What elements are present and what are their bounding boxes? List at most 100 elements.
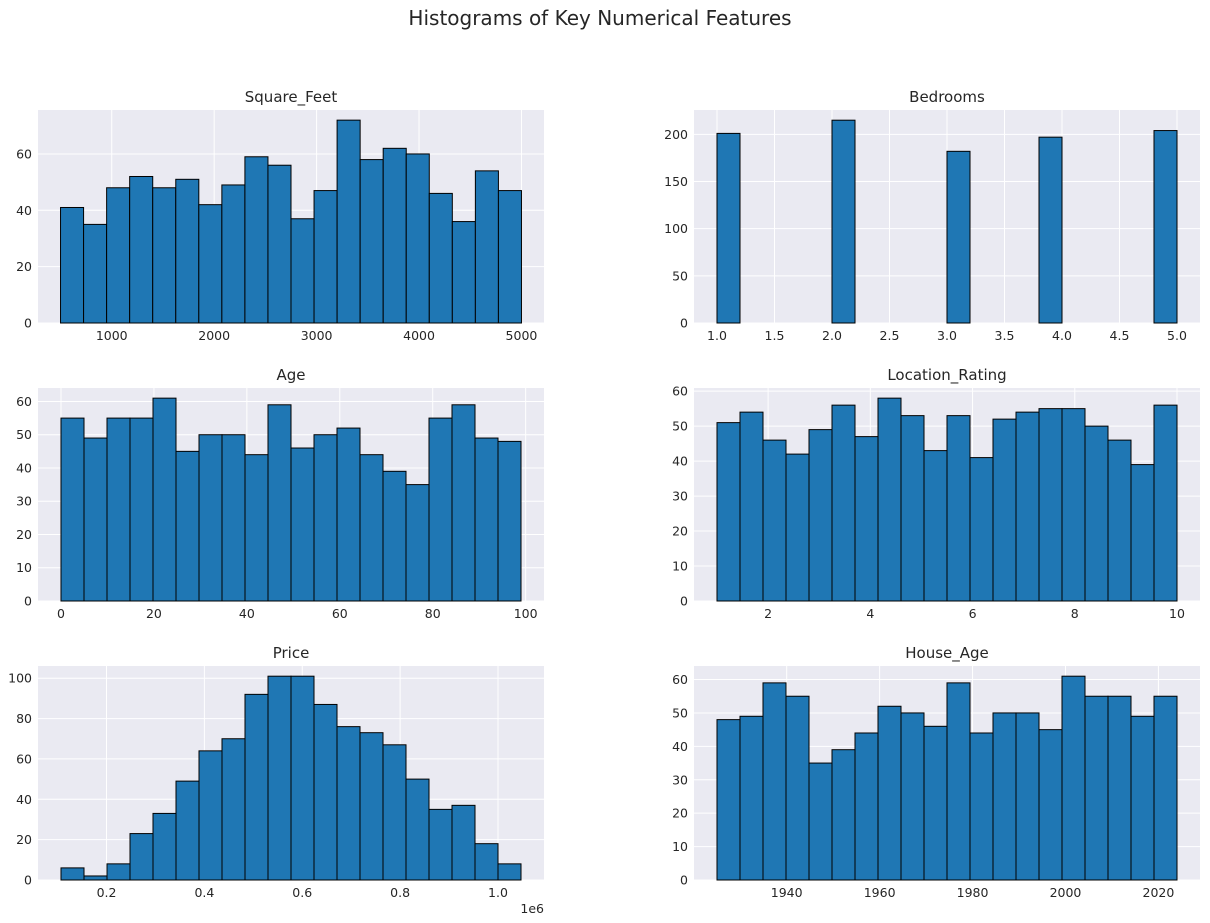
x-tick-label: 2000: [1050, 885, 1082, 900]
histogram-bar: [244, 693, 269, 881]
histogram-bar: [1038, 729, 1063, 881]
y-tick-label: 10: [672, 559, 688, 574]
subplot-square-feet: 1000 2000 3000 4000 5000 0 20 40 60 Square_Feet: [16, 88, 544, 343]
x-tick-label: 1940: [771, 885, 803, 900]
histogram-bar: [267, 164, 292, 324]
histogram-bar: [992, 418, 1017, 602]
histogram-bar: [451, 221, 476, 324]
histogram-bar: [716, 132, 741, 324]
histogram-bar: [60, 206, 85, 324]
histogram-bar: [1038, 408, 1063, 602]
histogram-bar: [946, 415, 971, 602]
subplot-age: 0 20 40 60 80 100 0 10 20 30 40 50 60 Age: [16, 366, 544, 621]
histogram-bar: [152, 397, 177, 602]
histogram-bar: [313, 703, 338, 881]
histogram-bar: [382, 147, 407, 324]
histogram-bar: [106, 863, 131, 881]
histogram-bar: [267, 404, 292, 602]
histogram-bar: [1107, 439, 1132, 602]
histogram-bar: [1084, 695, 1109, 881]
figure-title: Histograms of Key Numerical Features: [408, 6, 791, 30]
histogram-bar: [1153, 130, 1178, 324]
y-tick-label: 10: [672, 839, 688, 854]
y-tick-label: 20: [16, 527, 32, 542]
y-tick-label: 0: [680, 316, 688, 331]
x-tick-label: 2020: [1143, 885, 1175, 900]
histogram-bar: [739, 715, 764, 881]
histogram-bar: [474, 843, 499, 881]
histogram-bar: [313, 434, 338, 602]
x-tick-label: 100: [514, 606, 538, 621]
histogram-bar: [221, 184, 246, 324]
histogram-bar: [221, 434, 246, 602]
y-tick-label: 60: [672, 384, 688, 399]
histogram-bar: [198, 434, 223, 602]
y-tick-label: 60: [672, 672, 688, 687]
histogram-bar: [1153, 695, 1178, 881]
subplot-title: House_Age: [905, 644, 989, 663]
histogram-bar: [405, 778, 430, 881]
histogram-bar: [785, 453, 810, 602]
y-tick-label: 10: [16, 560, 32, 575]
histogram-bar: [336, 119, 361, 324]
histogram-bar: [1130, 715, 1155, 881]
y-tick-label: 50: [672, 268, 688, 283]
histogram-bar: [405, 484, 430, 602]
histogram-bar: [382, 470, 407, 602]
histogram-bar: [152, 187, 177, 324]
y-tick-label: 0: [680, 594, 688, 609]
x-tick-label: 2.0: [822, 328, 842, 343]
x-tick-label: 1.0: [707, 328, 727, 343]
histogram-bar: [244, 454, 269, 602]
histogram-bar: [290, 447, 315, 602]
histogram-bar: [762, 682, 787, 881]
x-tick-label: 1.5: [765, 328, 785, 343]
subplot-title: Square_Feet: [245, 88, 338, 107]
histogram-bar: [336, 726, 361, 881]
x-tick-label: 1000: [96, 328, 128, 343]
y-tick-label: 20: [672, 524, 688, 539]
histogram-bar: [290, 218, 315, 324]
histogram-bar: [1015, 712, 1040, 881]
histogram-bar: [198, 750, 223, 881]
histogram-bar: [992, 712, 1017, 881]
y-tick-label: 0: [24, 316, 32, 331]
subplot-title: Bedrooms: [909, 88, 985, 106]
y-tick-label: 20: [672, 806, 688, 821]
x-tick-label: 40: [239, 606, 255, 621]
histogram-bar: [221, 738, 246, 881]
histogram-bar: [313, 190, 338, 324]
histogram-bar: [359, 732, 384, 881]
x-tick-label: 3.5: [995, 328, 1015, 343]
histogram-bar: [716, 422, 741, 602]
histogram-bar: [946, 150, 971, 324]
x-tick-label: 1.0: [488, 885, 508, 900]
histogram-bar: [808, 762, 833, 881]
histogram-bar: [1061, 408, 1086, 602]
x-tick-label: 2000: [198, 328, 230, 343]
y-tick-label: 30: [672, 772, 688, 787]
histogram-bar: [60, 417, 85, 602]
histogram-bar: [854, 732, 879, 881]
histogram-bar: [497, 190, 522, 324]
x-tick-label: 4000: [403, 328, 435, 343]
y-tick-label: 50: [672, 705, 688, 720]
histogram-bar: [175, 450, 200, 602]
y-tick-label: 20: [16, 832, 32, 847]
histogram-bar: [129, 833, 154, 881]
y-tick-label: 30: [672, 489, 688, 504]
x-tick-label: 3000: [301, 328, 333, 343]
x-tick-label: 5.0: [1167, 328, 1187, 343]
histogram-bar: [428, 808, 453, 881]
x-tick-label: 5000: [506, 328, 538, 343]
x-axis-offset-label: 1e6: [520, 901, 544, 916]
y-tick-label: 80: [16, 711, 32, 726]
histogram-bar: [831, 749, 856, 881]
histogram-bar: [831, 119, 856, 324]
y-tick-label: 30: [16, 494, 32, 509]
histogram-bar: [129, 175, 154, 324]
histogram-bar: [831, 404, 856, 602]
x-tick-label: 6: [969, 606, 977, 621]
histogram-bar: [359, 159, 384, 324]
x-tick-label: 1960: [864, 885, 896, 900]
